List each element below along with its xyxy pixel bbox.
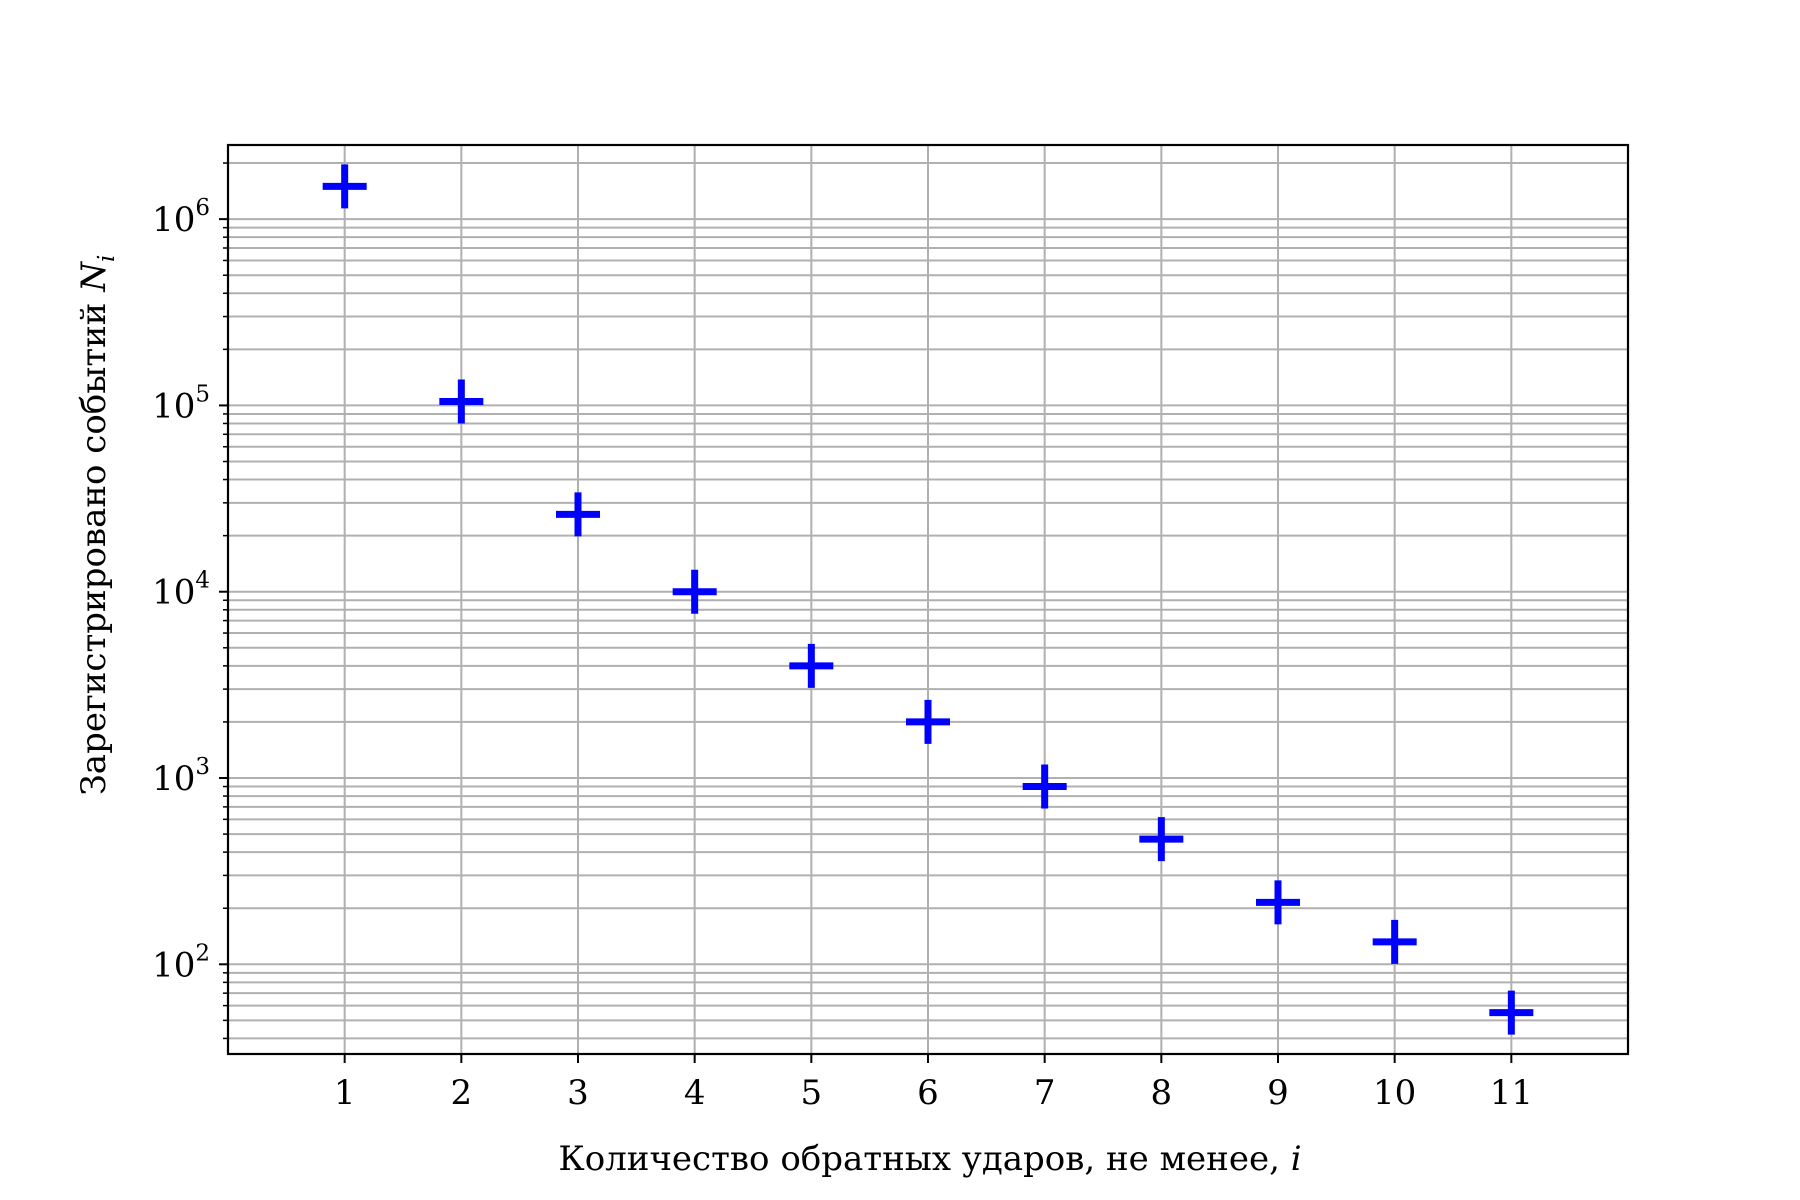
y-axis-label-text: Зарегистрировано событий — [74, 303, 114, 796]
y-tick-label: 105 — [152, 381, 210, 426]
x-axis-label-variable: i — [1291, 1139, 1302, 1179]
grid-lines — [228, 145, 1628, 1054]
y-tick-label: 104 — [152, 568, 210, 613]
y-tick-label-exponent: 6 — [195, 195, 210, 221]
y-tick-label-base: 10 — [152, 573, 195, 613]
data-point — [789, 643, 834, 688]
data-point — [1256, 880, 1300, 925]
x-tick-label: 5 — [801, 1073, 823, 1113]
y-axis-label-variable: N — [74, 261, 114, 293]
x-tick-label: 11 — [1490, 1073, 1533, 1113]
plot-frame — [226, 143, 1630, 1056]
x-axis-label-text: Количество обратных ударов, не менее, — [558, 1139, 1279, 1179]
y-axis-label-subscript: i — [94, 255, 120, 262]
x-tick-label: 7 — [1034, 1073, 1056, 1113]
x-tick-label: 10 — [1373, 1073, 1416, 1113]
x-tick-label: 4 — [684, 1073, 706, 1113]
y-tick-label: 103 — [152, 754, 210, 799]
y-tick-label: 102 — [152, 940, 210, 985]
data-point — [906, 699, 950, 744]
data-point — [1022, 764, 1067, 809]
data-point — [1489, 990, 1534, 1035]
data-point — [672, 569, 717, 614]
x-tick-label: 3 — [567, 1073, 589, 1113]
y-tick-label-base: 10 — [152, 759, 195, 799]
data-point — [439, 379, 484, 424]
x-tick-labels: 1 2 3 4 5 6 7 8 9 10 11 — [334, 1073, 1533, 1113]
data-point — [556, 492, 600, 537]
x-tick-label: 9 — [1267, 1073, 1289, 1113]
y-tick-label-base: 10 — [152, 945, 195, 985]
x-tick-label: 8 — [1151, 1073, 1173, 1113]
x-tick-label: 6 — [917, 1073, 939, 1113]
y-tick-label-base: 10 — [152, 386, 195, 426]
x-tick-label: 1 — [334, 1073, 356, 1113]
y-tick-label-exponent: 4 — [195, 568, 210, 594]
data-point — [1139, 817, 1184, 862]
y-tick-label-exponent: 5 — [195, 381, 210, 407]
data-point — [1372, 919, 1417, 964]
data-point — [322, 164, 367, 209]
y-axis-label: Зарегистрировано событий Ni — [74, 255, 120, 796]
y-tick-label-base: 10 — [152, 200, 195, 240]
y-tick-label-exponent: 2 — [195, 940, 210, 966]
x-tick-label: 2 — [451, 1073, 473, 1113]
x-axis-label: Количество обратных ударов, не менее, i — [558, 1139, 1301, 1179]
y-tick-label: 106 — [152, 195, 210, 240]
y-tick-label-exponent: 3 — [195, 754, 210, 780]
data-points — [322, 164, 1534, 1035]
